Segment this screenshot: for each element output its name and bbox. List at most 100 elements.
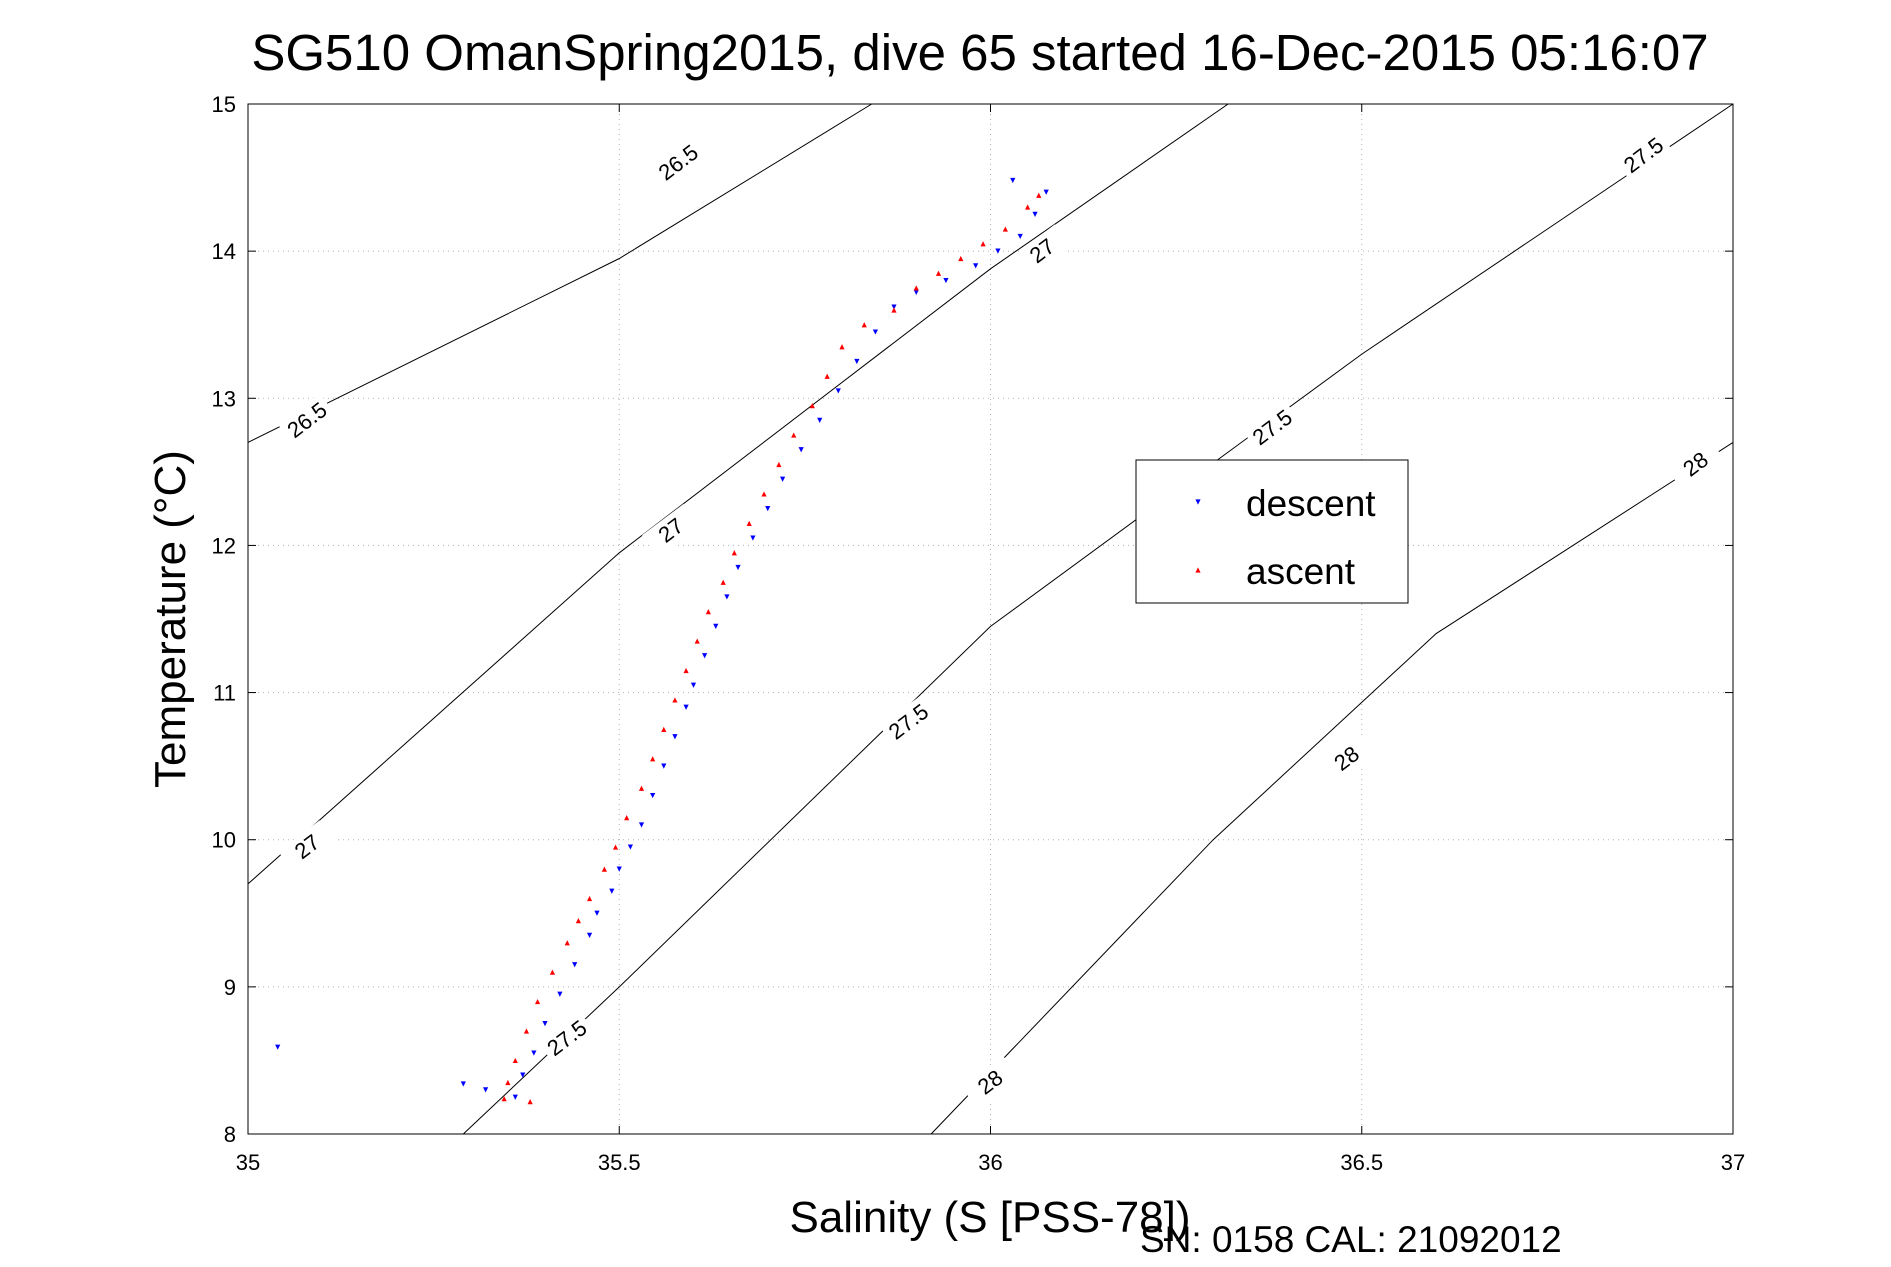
legend-marker-ascent bbox=[1195, 567, 1201, 573]
x-axis-label: Salinity (S [PSS-78]) bbox=[789, 1193, 1190, 1242]
ascent-point bbox=[1025, 204, 1031, 210]
ascent-point bbox=[564, 940, 570, 946]
descent-point bbox=[594, 910, 600, 916]
ascent-point bbox=[839, 344, 845, 350]
ascent-point bbox=[1036, 192, 1042, 198]
ascent-point bbox=[575, 918, 582, 924]
ascent-point bbox=[512, 1057, 518, 1064]
footer-serial-cal: SN: 0158 CAL: 21092012 bbox=[1140, 1219, 1562, 1260]
descent-point bbox=[735, 564, 741, 571]
ascent-point bbox=[731, 550, 737, 556]
ascent-point bbox=[694, 638, 700, 644]
isopycnal-label-bg bbox=[642, 503, 701, 558]
descent-point bbox=[275, 1044, 281, 1050]
ascent-point bbox=[601, 866, 607, 872]
x-tick-label: 36.5 bbox=[1340, 1150, 1383, 1175]
descent-point bbox=[520, 1072, 526, 1078]
descent-point bbox=[943, 277, 949, 284]
isopycnal-line-27.5 bbox=[462, 103, 1734, 1135]
descent-point bbox=[765, 506, 771, 512]
ascent-point bbox=[720, 579, 726, 585]
y-tick-label: 10 bbox=[212, 828, 236, 853]
isopycnal-label-bg bbox=[1317, 731, 1377, 786]
ascent-point bbox=[958, 255, 964, 262]
descent-point bbox=[995, 248, 1001, 254]
y-tick-label: 15 bbox=[212, 92, 236, 117]
chart-title: SG510 OmanSpring2015, dive 65 started 16… bbox=[251, 24, 1708, 81]
ascent-point bbox=[672, 697, 678, 703]
descent-point bbox=[627, 844, 633, 850]
descent-point bbox=[460, 1081, 466, 1087]
x-tick-label: 37 bbox=[1721, 1150, 1745, 1175]
isopycnal-line-26.5 bbox=[247, 103, 872, 443]
isopycnal-label-bg bbox=[278, 393, 337, 448]
ascent-point bbox=[534, 998, 541, 1005]
descent-point bbox=[690, 682, 697, 688]
ascent-point bbox=[861, 322, 867, 328]
ascent-point bbox=[501, 1096, 507, 1102]
ascent-point bbox=[527, 1099, 533, 1105]
descent-point bbox=[542, 1021, 548, 1027]
descent-point bbox=[1010, 177, 1016, 184]
legend-marker-descent bbox=[1195, 499, 1201, 505]
descent-point bbox=[724, 594, 730, 600]
grid bbox=[248, 104, 1733, 1134]
descent-point bbox=[798, 447, 804, 453]
ascent-point bbox=[705, 609, 711, 615]
descent-point bbox=[835, 388, 841, 394]
ascent-point bbox=[683, 667, 689, 674]
descent-point bbox=[557, 991, 563, 997]
ascent-point bbox=[913, 285, 919, 291]
descent-point bbox=[650, 792, 656, 799]
legend-label-descent: descent bbox=[1246, 483, 1376, 524]
isopycnal-label-bg bbox=[538, 1011, 597, 1066]
isopycnal-line-28 bbox=[930, 441, 1734, 1135]
x-tick-label: 36 bbox=[978, 1150, 1002, 1175]
ascent-point bbox=[549, 969, 556, 975]
legend-label-ascent: ascent bbox=[1246, 551, 1356, 592]
descent-point bbox=[1017, 233, 1023, 240]
descent-point bbox=[661, 763, 667, 769]
descent-point bbox=[683, 704, 689, 710]
descent-point bbox=[1043, 189, 1049, 195]
descent-point bbox=[854, 358, 860, 365]
descent-point bbox=[512, 1094, 518, 1100]
ascent-point bbox=[624, 815, 630, 821]
descent-point bbox=[638, 822, 645, 828]
isopycnal-label-bg bbox=[879, 695, 939, 749]
descent-point bbox=[572, 962, 578, 968]
y-tick-label: 14 bbox=[212, 239, 236, 264]
ascent-point bbox=[650, 756, 656, 762]
y-tick-label: 9 bbox=[224, 975, 236, 1000]
y-tick-label: 11 bbox=[213, 681, 236, 706]
isopycnal-label-bg bbox=[278, 820, 337, 874]
descent-point bbox=[913, 289, 919, 295]
ascent-point bbox=[761, 491, 767, 497]
ascent-point bbox=[638, 785, 645, 791]
descent-point bbox=[973, 263, 979, 269]
descent-point bbox=[780, 476, 786, 482]
ascent-point bbox=[523, 1028, 530, 1034]
descent-point bbox=[750, 535, 756, 541]
descent-point bbox=[891, 304, 897, 310]
ascent-point bbox=[505, 1079, 511, 1086]
descent-point bbox=[672, 734, 678, 740]
ascent-point bbox=[1002, 226, 1008, 232]
ascent-point bbox=[824, 373, 830, 379]
ascent-point bbox=[612, 844, 619, 850]
descent-point bbox=[483, 1087, 489, 1093]
y-tick-label: 8 bbox=[224, 1122, 236, 1147]
isopycnal-label-bg bbox=[649, 136, 708, 190]
ascent-point bbox=[776, 461, 782, 468]
y-axis-label: Temperature (°C) bbox=[146, 450, 195, 788]
ascent-point bbox=[586, 895, 593, 902]
isopycnal-label-bg bbox=[961, 1055, 1020, 1110]
descent-point bbox=[1032, 211, 1038, 217]
isopycnal-label-bg bbox=[1243, 400, 1302, 455]
ascent-point bbox=[891, 307, 897, 313]
descent-point bbox=[702, 653, 708, 659]
x-tick-label: 35.5 bbox=[598, 1150, 641, 1175]
ascent-point bbox=[661, 726, 667, 732]
